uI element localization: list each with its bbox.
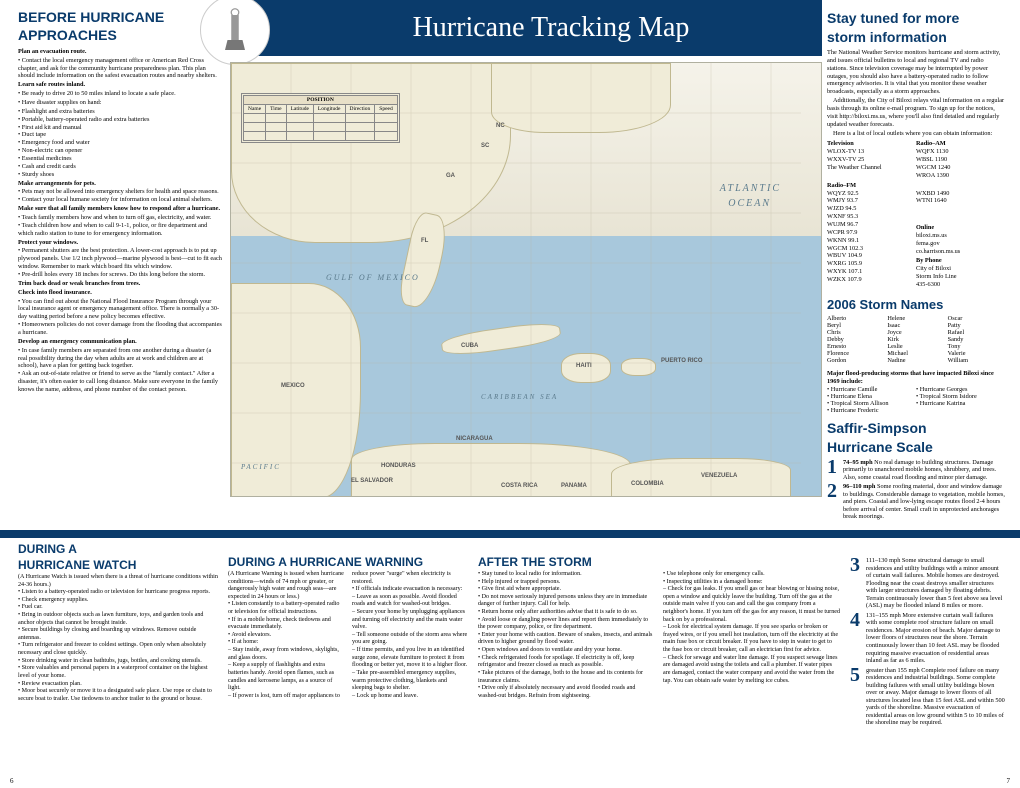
- storm-names-grid: AlbertoHeleneOscarBerylIsaacPattyChrisJo…: [827, 315, 1005, 364]
- warning-text-2: • If officials indicate evacuation is ne…: [352, 586, 468, 700]
- bottom-section: DURING A HURRICANE WATCH (A Hurricane Wa…: [0, 530, 1020, 734]
- pacific-label: PACIFIC: [241, 463, 281, 471]
- ga-label: GA: [446, 173, 455, 179]
- stay-tuned-1: Stay tuned for more: [827, 10, 1005, 26]
- before-title-1: BEFORE HURRICANE: [18, 10, 222, 25]
- para-windows: • Permanent shutters are the best protec…: [18, 247, 222, 278]
- before-title-2: APPROACHES: [18, 28, 222, 43]
- sc-label: SC: [481, 143, 489, 149]
- subhead-evac: Plan an evacuation route.: [18, 48, 222, 56]
- subhead-routes: Learn safe routes inland.: [18, 81, 222, 89]
- para-routes: • Be ready to drive 20 to 50 miles inlan…: [18, 90, 222, 98]
- after-text-2: • Use telephone only for emergency calls…: [663, 571, 840, 685]
- saffir-3-num: 3: [850, 555, 860, 575]
- ocean-label: OCEAN: [728, 198, 771, 209]
- nws-intro: The National Weather Service monitors hu…: [827, 49, 1005, 96]
- nicaragua-label: NICARAGUA: [456, 436, 493, 442]
- subhead-comm: Develop an emergency communication plan.: [18, 338, 222, 346]
- para-flood: • You can find out about the National Fl…: [18, 298, 222, 337]
- para-pets: • Pets may not be allowed into emergency…: [18, 188, 222, 204]
- saffir-4-text: 131–155 mph More extensive curtain wall …: [866, 612, 1000, 664]
- subhead-trim: Trim back dead or weak branches from tre…: [18, 280, 222, 288]
- watch-column: DURING A HURRICANE WATCH (A Hurricane Wa…: [18, 542, 218, 729]
- position-table: POSITION NameTimeLatitudeLongitudeDirect…: [241, 93, 400, 143]
- saffir-title-2: Hurricane Scale: [827, 439, 1005, 455]
- para-supplies-head: • Have disaster supplies on hand:: [18, 99, 222, 107]
- pr-label: PUERTO RICO: [661, 358, 703, 364]
- title-banner: Hurricane Tracking Map: [230, 0, 822, 56]
- subhead-pets: Make arrangements for pets.: [18, 180, 222, 188]
- watch-text: (A Hurricane Watch is issued when there …: [18, 574, 218, 703]
- watch-title-1: DURING A: [18, 542, 218, 556]
- tracking-map: POSITION NameTimeLatitudeLongitudeDirect…: [230, 62, 822, 497]
- venezuela-label: VENEZUELA: [701, 473, 737, 479]
- gulf-label: GULF OF MEXICO: [326, 273, 420, 282]
- saffir-continued: 3 111–130 mph Some structural damage to …: [850, 542, 1005, 729]
- haiti-label: HAITI: [576, 363, 592, 369]
- saffir-3-text: 111–130 mph Some structural damage to sm…: [866, 557, 1002, 609]
- map-column: Hurricane Tracking Map: [230, 0, 822, 530]
- radio-am-head: Radio–AM: [916, 140, 1005, 148]
- outlets-intro: Here is a list of local outlets where yo…: [827, 130, 1005, 138]
- after-column: AFTER THE STORM • Stay tuned to local ra…: [478, 542, 840, 729]
- subhead-family: Make sure that all family members know h…: [18, 205, 222, 213]
- tv-list: WLOX-TV 13WQFX 1130WXXV-TV 25WBSL 1190Th…: [827, 148, 1005, 179]
- cuba-label: CUBA: [461, 343, 478, 349]
- impact-title: Major flood-producing storms that have i…: [827, 370, 1005, 386]
- atlantic-label: ATLANTIC: [720, 183, 781, 194]
- warning-column: DURING A HURRICANE WARNING (A Hurricane …: [228, 542, 468, 729]
- online-list: biloxi.ms.usfema.govco.harrison.ms.us: [827, 232, 1005, 256]
- fl-label: FL: [421, 238, 428, 244]
- biloxi-intro: Additionally, the City of Biloxi relays …: [827, 97, 1005, 128]
- saffir-top-list: 174–95 mph No real damage to building st…: [827, 459, 1005, 521]
- after-title: AFTER THE STORM: [478, 555, 840, 569]
- panama-label: PANAMA: [561, 483, 587, 489]
- page-number-right: 7: [1007, 777, 1011, 785]
- para-evac: • Contact the local emergency management…: [18, 57, 222, 81]
- saffir-title-1: Saffir-Simpson: [827, 420, 1005, 436]
- banner-title-text: Hurricane Tracking Map: [413, 12, 690, 44]
- watch-title-2: HURRICANE WATCH: [18, 558, 218, 572]
- biloxi-logo: [200, 0, 270, 65]
- page-number-left: 6: [10, 777, 14, 785]
- phone-list: City of BiloxiStorm Info Line435-6300: [827, 265, 1005, 289]
- before-hurricane-section: BEFORE HURRICANE APPROACHES Plan an evac…: [0, 0, 230, 530]
- tv-head: Television: [827, 140, 916, 148]
- supplies-list: • Flashlight and extra batteries • Porta…: [18, 108, 222, 179]
- para-family: • Teach family members how and when to t…: [18, 214, 222, 238]
- caribbean-label: CARIBBEAN SEA: [481, 393, 558, 401]
- saffir-4-num: 4: [850, 610, 860, 630]
- para-comm: • In case family members are separated f…: [18, 347, 222, 394]
- online-head: Online: [916, 224, 1005, 232]
- impact-list: • Hurricane Camille• Hurricane Georges• …: [827, 386, 1005, 414]
- storm-info-section: Stay tuned for more storm information Th…: [822, 0, 1020, 530]
- warning-title: DURING A HURRICANE WARNING: [228, 555, 468, 569]
- storm-names-title: 2006 Storm Names: [827, 297, 1005, 312]
- after-text-1: • Stay tuned to local radio for informat…: [478, 571, 655, 700]
- fm-head: Radio–FM: [827, 182, 916, 190]
- costarica-label: COSTA RICA: [501, 483, 538, 489]
- mexico-label: MEXICO: [281, 383, 305, 389]
- honduras-label: HONDURAS: [381, 463, 416, 469]
- saffir-5-num: 5: [850, 665, 860, 685]
- phone-head: By Phone: [916, 257, 1005, 265]
- saffir-5-text: greater than 155 mph Complete roof failu…: [866, 667, 1005, 727]
- subhead-windows: Protect your windows.: [18, 239, 222, 247]
- elsalvador-label: EL SALVADOR: [351, 478, 393, 484]
- subhead-flood: Check into flood insurance.: [18, 289, 222, 297]
- stay-tuned-2: storm information: [827, 29, 1005, 45]
- nc-label: NC: [496, 123, 505, 129]
- colombia-label: COLOMBIA: [631, 481, 664, 487]
